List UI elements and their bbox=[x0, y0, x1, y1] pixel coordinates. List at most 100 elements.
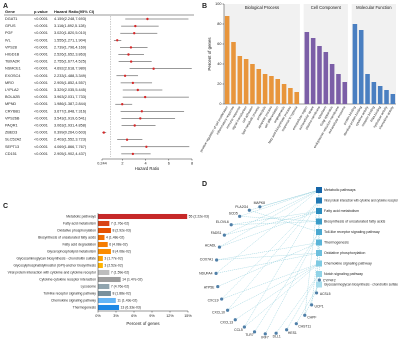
gene-label: TLR7 bbox=[245, 333, 253, 337]
hr-label: 2.526(1.652,3.863) bbox=[54, 53, 87, 57]
bar bbox=[288, 88, 293, 104]
bar-annotation: 14 (1.47e-02) bbox=[122, 277, 142, 281]
gene-label: CHST11 bbox=[298, 325, 311, 329]
y-tick-label: Cytokine-cytokine receptor interaction bbox=[39, 277, 96, 281]
gene-label: UCP1 bbox=[315, 305, 324, 309]
y-tick-label: 40 bbox=[217, 62, 221, 66]
panel-letter: C bbox=[3, 203, 8, 210]
y-tick-label: Fatty acid metabolism bbox=[63, 221, 96, 225]
edge bbox=[239, 216, 320, 222]
bar bbox=[371, 82, 377, 104]
edge bbox=[219, 210, 320, 248]
pathway-label: Chemokine signaling pathway bbox=[324, 261, 372, 265]
y-tick-label: Glycosylphosphatidylinositol (GPI)-ancho… bbox=[13, 263, 96, 267]
x-tick-label: proteolysis bbox=[256, 105, 267, 121]
gene-label: SEPT13 bbox=[5, 145, 19, 149]
bar bbox=[304, 32, 310, 104]
pathway-label: Thermogenesis bbox=[324, 240, 349, 244]
y-tick-label: 20 bbox=[217, 82, 221, 86]
panel-letter: B bbox=[202, 3, 207, 10]
bar bbox=[294, 92, 299, 104]
p-value: <0.0001 bbox=[34, 145, 48, 149]
hr-point bbox=[134, 24, 137, 28]
gene-node bbox=[220, 297, 224, 301]
gene-label: CD151 bbox=[5, 152, 17, 156]
p-value: <0.0001 bbox=[34, 131, 48, 135]
gene-label: CCL5 bbox=[234, 328, 243, 332]
gene-label: NSMCE1 bbox=[5, 67, 21, 71]
hr-point bbox=[145, 145, 148, 148]
gene-node bbox=[238, 214, 242, 218]
bar bbox=[98, 283, 110, 290]
bar bbox=[329, 64, 335, 104]
bar bbox=[323, 52, 329, 104]
gene-label: FADS1 bbox=[211, 231, 222, 235]
pathway-label: Oxidative phosphorylation bbox=[324, 251, 365, 255]
bar bbox=[281, 84, 287, 104]
y-tick-label: Chemokine signaling pathway bbox=[51, 298, 96, 302]
pathway-label: Fatty acid metabolism bbox=[324, 209, 359, 213]
y-axis-label: Percent of genes bbox=[207, 37, 212, 71]
gene-label: EXOSC4 bbox=[5, 74, 20, 78]
x-tick-label: 12% bbox=[166, 314, 174, 318]
bar bbox=[250, 64, 255, 104]
x-tick-label: 4 bbox=[145, 162, 147, 166]
bar bbox=[98, 269, 110, 276]
edge bbox=[304, 284, 320, 316]
hr-point bbox=[139, 117, 142, 120]
bar bbox=[98, 220, 110, 227]
bar bbox=[237, 56, 243, 104]
pathway-label: Metabolic pathways bbox=[324, 188, 356, 192]
y-tick-label: Oxidative phosphorylation bbox=[57, 228, 96, 232]
gene-label: HES1 bbox=[288, 331, 297, 335]
y-tick-label: Thermogenesis bbox=[73, 305, 97, 309]
hr-label: 3.329(2.035,5.445) bbox=[54, 88, 87, 92]
bar bbox=[98, 276, 121, 283]
p-value: <0.0001 bbox=[34, 24, 48, 28]
edge bbox=[249, 210, 320, 233]
edge bbox=[216, 242, 320, 261]
y-tick-label: 80 bbox=[217, 22, 221, 26]
group-panel bbox=[224, 4, 300, 104]
gene-node bbox=[217, 245, 222, 249]
p-value: <0.0001 bbox=[34, 17, 48, 21]
gene-node bbox=[252, 330, 257, 334]
edge bbox=[215, 189, 320, 274]
bar bbox=[98, 234, 105, 241]
y-tick-label: Fatty acid degradation bbox=[62, 242, 96, 246]
pathway-node bbox=[316, 271, 322, 277]
p-value: <0.0001 bbox=[34, 45, 48, 49]
edge bbox=[259, 189, 320, 207]
hr-point bbox=[146, 17, 149, 21]
edge bbox=[227, 200, 320, 311]
hr-point bbox=[123, 74, 127, 78]
gene-label: MPND bbox=[5, 102, 16, 106]
bar-annotation: 8 (2.92e-03) bbox=[112, 228, 130, 232]
gene-label: COX7A1 bbox=[200, 257, 213, 261]
hr-point bbox=[121, 103, 124, 106]
bar bbox=[377, 86, 383, 104]
hr-point bbox=[133, 124, 136, 127]
hr-label: 2.755(1.677,4.525) bbox=[54, 60, 87, 64]
bar-annotation: 7 (4.76e-02) bbox=[111, 284, 129, 288]
gene-node bbox=[294, 322, 298, 326]
hr-point bbox=[143, 95, 147, 99]
gene-label: TBXA2R bbox=[5, 60, 20, 64]
gene-node bbox=[258, 205, 262, 209]
edge bbox=[221, 263, 320, 300]
gene-label: SCD5 bbox=[229, 211, 238, 215]
gene-label: SLC52A2 bbox=[5, 138, 21, 142]
bar-annotation: 7 (1.76e-02) bbox=[111, 221, 129, 225]
x-tick-label: cytoplasm bbox=[317, 105, 328, 120]
column-header: p.value bbox=[34, 9, 49, 14]
group-title: Cell Component bbox=[311, 5, 342, 10]
pathway-node bbox=[316, 208, 322, 214]
gene-label: CXCL9 bbox=[208, 299, 219, 303]
panel-letter: A bbox=[3, 3, 8, 10]
gene-node bbox=[242, 325, 246, 329]
gene-node bbox=[285, 328, 289, 332]
bar-annotation: 4 (1.48e-02) bbox=[106, 235, 124, 239]
bar bbox=[231, 42, 236, 104]
bar-annotation: 11 (1.43e-02) bbox=[117, 298, 137, 302]
bar-annotation: 7 (1.59e-02) bbox=[111, 270, 129, 274]
